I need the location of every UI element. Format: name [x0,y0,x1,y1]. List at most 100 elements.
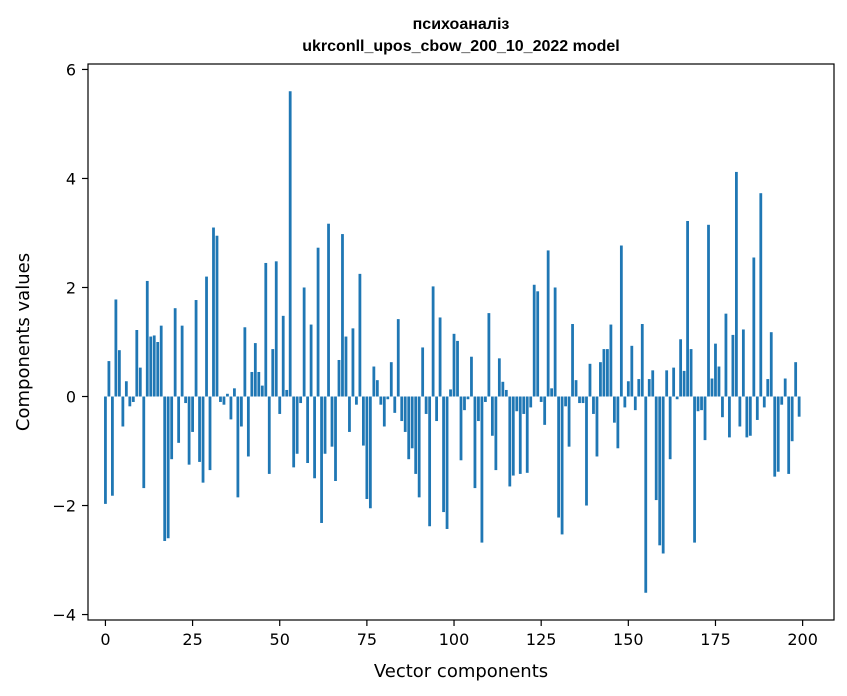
bar-191 [769,332,773,397]
bar-104 [466,396,470,400]
bar-22 [180,325,184,397]
bar-28 [201,396,205,483]
bar-36 [229,396,233,420]
bar-35 [226,393,229,397]
bar-13 [149,336,153,397]
bar-173 [707,224,710,397]
bar-55 [295,396,299,454]
bar-66 [334,396,337,481]
bar-166 [682,370,686,397]
bar-52 [285,389,289,397]
bar-48 [271,349,275,397]
bar-94 [431,286,435,397]
bar-160 [661,396,665,554]
bars-group [104,91,801,593]
bar-90 [417,396,421,498]
bar-86 [403,396,407,432]
bar-188 [759,193,763,397]
bar-56 [299,396,303,404]
y-tick-label: −2 [52,497,76,516]
bar-97 [442,396,445,513]
bar-51 [281,315,285,397]
bar-175 [714,343,717,397]
bar-111 [490,396,494,436]
bar-26 [194,300,198,397]
bar-164 [675,396,679,400]
bar-140 [592,396,595,414]
bar-38 [236,396,240,498]
y-tick-label: −4 [52,606,76,625]
x-tick-label: 150 [613,630,644,649]
bar-168 [689,349,693,397]
bar-127 [546,250,550,397]
bar-92 [424,396,428,414]
bar-134 [571,324,574,397]
bar-0 [104,396,107,504]
bar-144 [606,349,609,397]
bar-141 [595,396,599,457]
bar-65 [330,396,334,447]
bar-189 [762,396,766,408]
bar-53 [288,91,292,397]
bar-42 [250,371,254,397]
bar-79 [379,396,383,405]
y-tick-label: 4 [66,169,76,188]
bar-128 [550,388,554,397]
bar-109 [484,396,487,402]
bar-112 [494,396,498,471]
bar-47 [267,396,271,474]
bar-163 [672,367,676,397]
bar-132 [564,396,567,407]
bar-154 [640,324,644,397]
bar-114 [501,381,505,397]
bar-195 [783,378,787,397]
bar-169 [693,396,696,543]
y-tick-label: 6 [66,60,76,79]
bar-74 [362,396,365,446]
bar-57 [302,287,306,397]
bar-84 [396,319,400,397]
bar-80 [382,396,386,427]
bar-174 [710,378,714,397]
bar-44 [257,371,261,397]
bar-150 [626,381,630,397]
bar-180 [731,334,735,397]
bar-117 [511,396,515,476]
bar-146 [612,396,616,423]
bar-27 [198,396,201,462]
x-tick-label: 200 [787,630,818,649]
bar-170 [696,396,700,412]
bar-130 [557,396,560,518]
chart-title-line2: ukrconll_upos_cbow_200_10_2022 model [302,38,619,55]
bar-72 [355,396,358,405]
bar-165 [679,339,683,397]
bar-20 [173,308,177,397]
bar-196 [787,396,791,474]
bar-17 [163,396,167,541]
bar-60 [313,396,316,479]
bar-39 [239,396,243,427]
bar-32 [215,235,219,397]
bar-58 [306,396,310,464]
bar-63 [323,396,327,454]
y-tick-label: 0 [66,388,76,407]
bar-70 [348,396,351,432]
chart-title-line1: психоаналіз [413,16,510,33]
bar-116 [508,396,512,487]
bar-161 [665,370,669,397]
bar-4 [117,350,121,397]
bar-69 [344,336,348,397]
bar-98 [445,396,449,529]
bar-11 [142,396,146,489]
bar-172 [703,396,707,441]
x-tick-label: 75 [357,630,377,649]
bar-101 [456,340,459,397]
bar-14 [152,335,156,397]
bar-121 [525,396,529,473]
bar-62 [320,396,323,523]
bar-3 [114,299,118,397]
bar-151 [630,345,634,397]
bar-34 [222,396,226,405]
bar-64 [327,223,330,397]
